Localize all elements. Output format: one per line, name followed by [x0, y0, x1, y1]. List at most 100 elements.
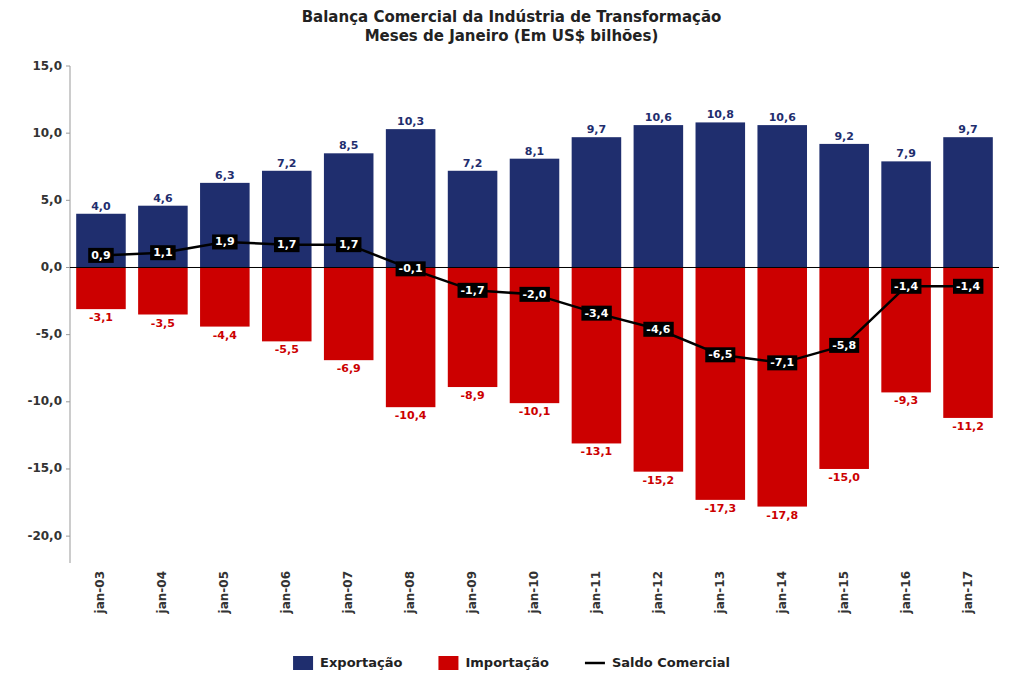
line-label-box — [336, 237, 362, 252]
line-label-text: -0,1 — [399, 262, 423, 275]
bar — [634, 125, 684, 267]
x-tick-label: jan-14 — [775, 571, 789, 614]
line-label-box — [767, 355, 797, 370]
line-label-text: 1,1 — [153, 246, 173, 259]
line-label-box — [519, 287, 549, 302]
bar — [757, 267, 807, 506]
x-tick-label: jan-06 — [279, 571, 293, 614]
bar — [386, 267, 436, 407]
line-label: -1,4 — [953, 279, 983, 294]
line-label-text: 0,9 — [91, 249, 111, 262]
bar-label: 7,9 — [896, 147, 916, 160]
bar-label: -13,1 — [581, 445, 613, 458]
bar-label: 10,6 — [769, 111, 796, 124]
x-tick-label: jan-13 — [713, 571, 727, 614]
bar — [138, 206, 188, 268]
bar-label: 6,3 — [215, 169, 235, 182]
line-label-text: -5,8 — [832, 339, 856, 352]
y-tick — [66, 133, 70, 134]
bar — [510, 267, 560, 403]
line-label-text: -1,4 — [894, 280, 918, 293]
y-tick — [66, 468, 70, 469]
legend-label: Saldo Comercial — [612, 655, 730, 670]
x-tick-label: jan-08 — [403, 571, 417, 614]
line-label: -6,5 — [705, 347, 735, 362]
x-tick-label: jan-09 — [465, 571, 479, 614]
bar-label: 9,2 — [834, 130, 854, 143]
bar — [634, 267, 684, 471]
x-tick-label: jan-11 — [589, 571, 603, 614]
bar-label: -17,3 — [704, 502, 736, 515]
chart: Balança Comercial da Indústria de Transf… — [0, 0, 1023, 681]
bar-label: 8,1 — [525, 145, 545, 158]
y-tick-label: 5,0 — [41, 193, 62, 207]
line-label-box — [274, 237, 300, 252]
title: Balança Comercial da Indústria de Transf… — [302, 8, 722, 45]
y-tick — [66, 200, 70, 201]
bar-label: -11,2 — [952, 420, 984, 433]
line-label: 1,7 — [274, 237, 300, 252]
bar-label: 4,0 — [91, 200, 111, 213]
bar-label: -8,9 — [461, 389, 485, 402]
bar — [76, 214, 126, 268]
y-tick-label: -15,0 — [27, 461, 62, 475]
line-label-box — [643, 322, 673, 337]
x-tick-label: jan-12 — [651, 571, 665, 614]
bar-label: 7,2 — [277, 157, 297, 170]
bar — [200, 267, 250, 326]
line-label-text: -2,0 — [522, 288, 546, 301]
line-label-box — [953, 279, 983, 294]
bar-label: -4,4 — [213, 329, 237, 342]
y-tick — [66, 334, 70, 335]
x-tick-label: jan-07 — [341, 571, 355, 614]
bar-label: -15,2 — [643, 474, 675, 487]
bar-label: -10,4 — [395, 409, 427, 422]
bar-label: -9,3 — [894, 394, 918, 407]
line-label: 1,9 — [212, 234, 238, 249]
bar-label: -10,1 — [519, 405, 551, 418]
x-tick-label: jan-15 — [837, 571, 851, 614]
bar-label: -5,5 — [275, 343, 299, 356]
bar — [819, 267, 869, 468]
line-label: -2,0 — [519, 287, 549, 302]
bar — [386, 129, 436, 267]
zero-line — [70, 267, 999, 268]
line-label-box — [581, 306, 611, 321]
line-label-box — [212, 234, 238, 249]
line-label: -1,7 — [458, 283, 488, 298]
line-label: 1,1 — [150, 245, 176, 260]
line-label-box — [396, 261, 426, 276]
bar-label: 10,6 — [645, 111, 672, 124]
bar — [138, 267, 188, 314]
data-labels: 4,04,66,37,28,510,37,28,19,710,610,810,6… — [88, 108, 984, 521]
x-tick-label: jan-16 — [899, 571, 913, 614]
bar — [200, 183, 250, 268]
bar-label: 9,7 — [958, 123, 978, 136]
bar-label: -3,1 — [89, 311, 113, 324]
legend-label: Importação — [465, 655, 548, 670]
y-tick-label: -5,0 — [36, 327, 62, 341]
line-label: -0,1 — [396, 261, 426, 276]
line-label-box — [88, 248, 114, 263]
line-label-text: -1,7 — [461, 284, 485, 297]
line-label-text: -1,4 — [956, 280, 980, 293]
x-tick-label: jan-05 — [217, 571, 231, 614]
y-axis-line — [70, 66, 71, 563]
plot-area — [70, 122, 999, 506]
y-tick-label: 10,0 — [32, 126, 62, 140]
line — [101, 242, 968, 363]
legend-label: Exportação — [320, 655, 402, 670]
bar-label: 7,2 — [463, 157, 483, 170]
bar-label: 4,6 — [153, 192, 173, 205]
y-tick — [66, 401, 70, 402]
legend: Exportação Importação Saldo Comercial — [293, 655, 730, 671]
line-label-box — [829, 338, 859, 353]
bar-label: 10,8 — [707, 108, 734, 121]
legend-item: Saldo Comercial — [585, 655, 730, 670]
y-tick — [66, 66, 70, 67]
x-tick-label: jan-04 — [155, 571, 169, 614]
line-label-text: -7,1 — [770, 356, 794, 369]
y-tick-label: 0,0 — [41, 260, 62, 274]
bar — [510, 159, 560, 268]
line-label-box — [458, 283, 488, 298]
